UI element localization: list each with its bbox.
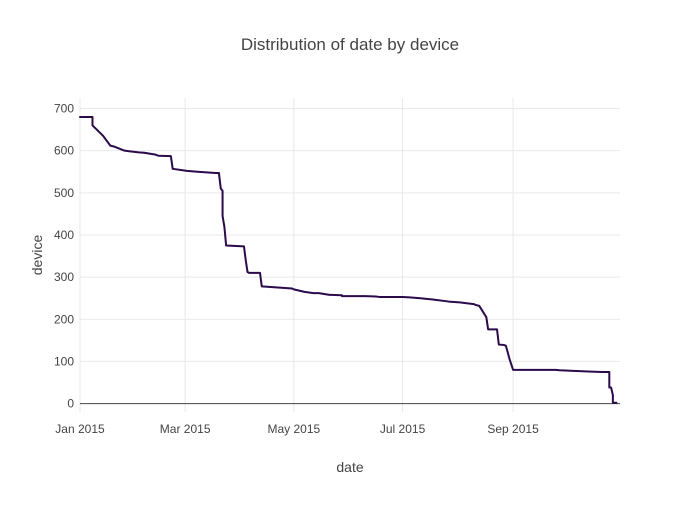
x-tick-label: May 2015: [268, 422, 321, 436]
y-tick-label: 300: [54, 270, 74, 284]
x-tick-label: Mar 2015: [160, 422, 211, 436]
tick-label-layer: 0 100 200 300 400 500 600 700 Jan 2015 Mar 2015 Ma…: [54, 102, 539, 436]
y-axis-label: device: [29, 235, 45, 276]
y-tick-label: 100: [54, 354, 74, 368]
series-line: [79, 115, 618, 404]
y-tick-label: 600: [54, 144, 74, 158]
y-tick-label: 500: [54, 186, 74, 200]
x-tick-label: Sep 2015: [487, 422, 539, 436]
y-tick-label: 400: [54, 228, 74, 242]
grid-layer: [79, 98, 620, 412]
y-tick-label: 700: [54, 102, 74, 116]
x-tick-label: Jul 2015: [380, 422, 426, 436]
x-tick-label: Jan 2015: [55, 422, 105, 436]
y-tick-label: 0: [67, 397, 74, 411]
chart-title: Distribution of date by device: [241, 35, 459, 54]
x-axis-label: date: [336, 459, 363, 475]
series-layer: [79, 115, 618, 404]
y-tick-label: 200: [54, 312, 74, 326]
